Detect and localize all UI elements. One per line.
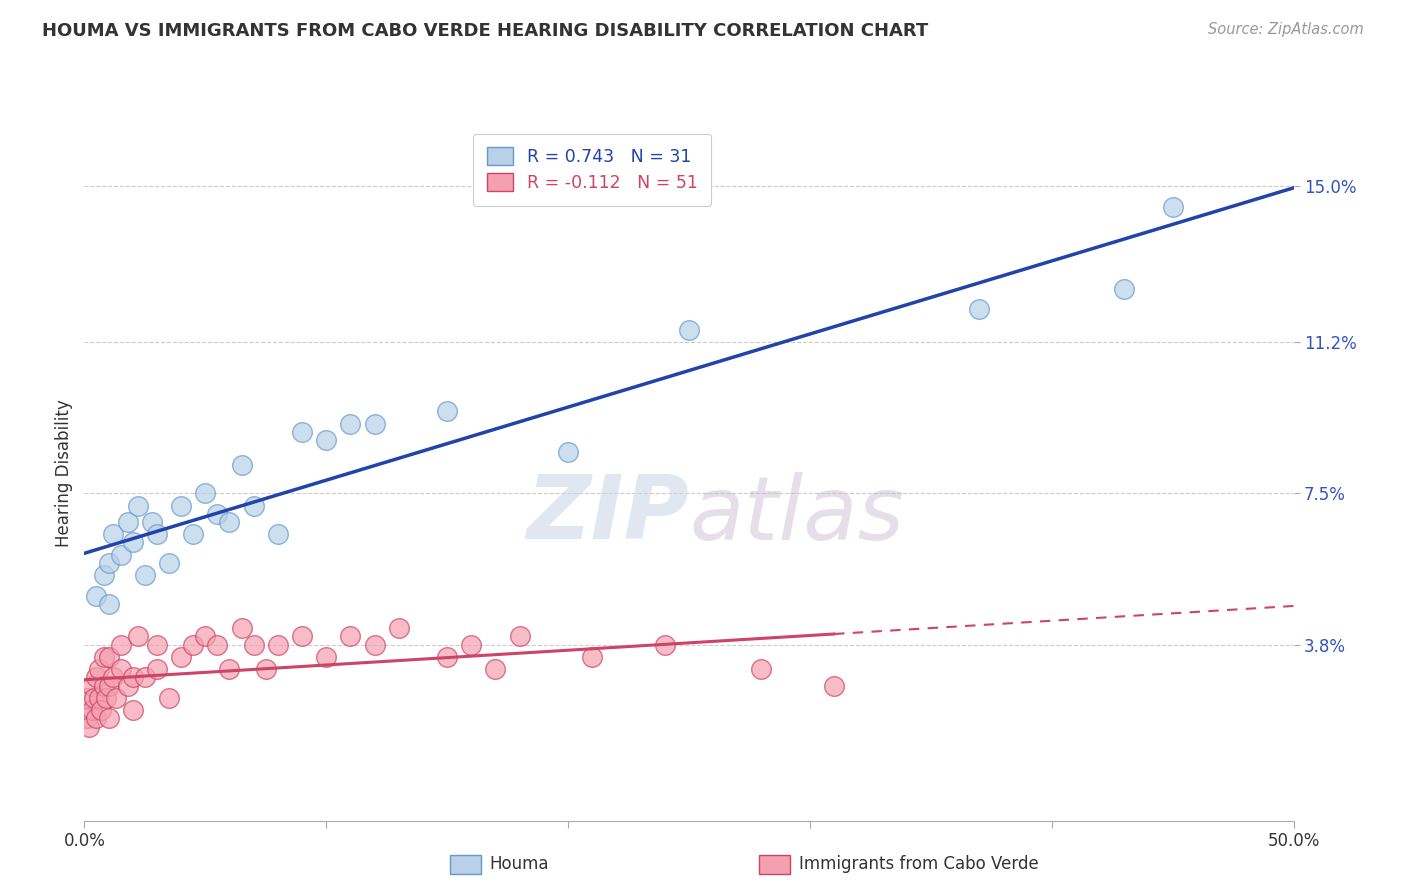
Point <box>97 679 120 693</box>
Point <box>194 486 217 500</box>
Point <box>231 458 253 472</box>
Point <box>76 711 98 725</box>
Point <box>93 649 115 664</box>
Point <box>315 649 337 664</box>
Point <box>363 417 385 431</box>
Point <box>146 638 169 652</box>
Point <box>207 507 229 521</box>
Point <box>83 690 105 705</box>
Legend: R = 0.743   N = 31, R = -0.112   N = 51: R = 0.743 N = 31, R = -0.112 N = 51 <box>472 134 711 206</box>
Point <box>87 662 110 676</box>
Point <box>484 662 506 676</box>
Point <box>254 662 277 676</box>
Point <box>1161 200 1184 214</box>
Point <box>104 690 127 705</box>
Point <box>678 322 700 336</box>
Point <box>117 679 139 693</box>
Point <box>654 638 676 652</box>
Text: ZIP: ZIP <box>526 471 689 558</box>
Point <box>194 630 217 644</box>
Point <box>1114 282 1136 296</box>
Point <box>97 556 120 570</box>
Text: Immigrants from Cabo Verde: Immigrants from Cabo Verde <box>799 855 1039 873</box>
Point <box>181 527 204 541</box>
Text: Source: ZipAtlas.com: Source: ZipAtlas.com <box>1208 22 1364 37</box>
Point <box>134 568 156 582</box>
Point <box>76 690 98 705</box>
Point <box>86 711 108 725</box>
Point <box>218 515 240 529</box>
Point <box>436 649 458 664</box>
Point <box>363 638 385 652</box>
Point <box>94 690 117 705</box>
Point <box>170 649 193 664</box>
Point <box>121 703 143 717</box>
Text: atlas: atlas <box>689 472 904 558</box>
Point <box>436 404 458 418</box>
Point <box>93 568 115 582</box>
Point <box>231 621 253 635</box>
Point <box>218 662 240 676</box>
Point <box>90 703 112 717</box>
Y-axis label: Hearing Disability: Hearing Disability <box>55 399 73 547</box>
Point <box>146 527 169 541</box>
Point <box>110 662 132 676</box>
Point <box>146 662 169 676</box>
Point <box>581 649 603 664</box>
Point <box>967 301 990 316</box>
Point <box>86 670 108 684</box>
Point <box>181 638 204 652</box>
Point <box>339 630 361 644</box>
Point <box>170 499 193 513</box>
Point <box>751 662 773 676</box>
Point <box>127 499 149 513</box>
Point <box>97 649 120 664</box>
Point <box>339 417 361 431</box>
Point <box>157 556 180 570</box>
Point <box>77 719 100 733</box>
Point <box>80 703 103 717</box>
Point <box>87 690 110 705</box>
Point <box>267 638 290 652</box>
Point <box>315 433 337 447</box>
Point <box>97 711 120 725</box>
Point <box>207 638 229 652</box>
Point <box>388 621 411 635</box>
Point <box>557 445 579 459</box>
Text: HOUMA VS IMMIGRANTS FROM CABO VERDE HEARING DISABILITY CORRELATION CHART: HOUMA VS IMMIGRANTS FROM CABO VERDE HEAR… <box>42 22 928 40</box>
Point <box>141 515 163 529</box>
Point <box>267 527 290 541</box>
Point <box>103 670 125 684</box>
Point <box>117 515 139 529</box>
Point <box>121 535 143 549</box>
Point <box>291 425 314 439</box>
Point <box>110 548 132 562</box>
Text: Houma: Houma <box>489 855 548 873</box>
Point <box>823 679 845 693</box>
Point <box>460 638 482 652</box>
Point <box>509 630 531 644</box>
Point <box>127 630 149 644</box>
Point <box>110 638 132 652</box>
Point <box>157 690 180 705</box>
Point <box>86 589 108 603</box>
Point <box>80 679 103 693</box>
Point <box>242 638 264 652</box>
Point <box>291 630 314 644</box>
Point <box>103 527 125 541</box>
Point <box>97 597 120 611</box>
Point <box>121 670 143 684</box>
Point <box>242 499 264 513</box>
Point <box>93 679 115 693</box>
Point <box>134 670 156 684</box>
